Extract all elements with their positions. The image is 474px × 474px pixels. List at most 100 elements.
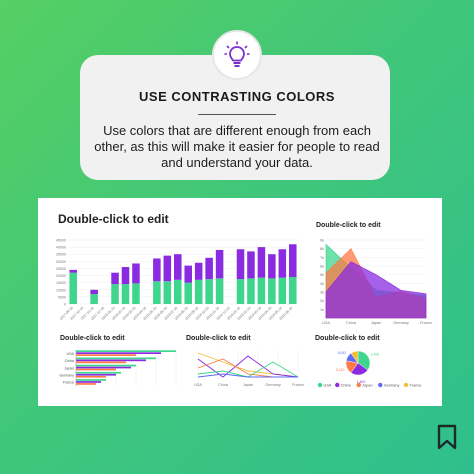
- x-tick-label: USA: [322, 321, 330, 325]
- bar-segment: [257, 277, 266, 304]
- hbar: [76, 359, 146, 362]
- hbar: [76, 366, 131, 369]
- legend-label: China: [341, 383, 352, 387]
- tip-body: Use colors that are different enough fro…: [94, 123, 380, 170]
- y-tick-label: USA: [67, 352, 75, 356]
- y-tick-label: Germany: [59, 374, 74, 378]
- bar-segment: [132, 263, 140, 284]
- bar-segment: [184, 282, 192, 304]
- y-tick-label: 9k: [320, 239, 324, 243]
- y-tick-label: 0: [64, 303, 66, 307]
- bar-segment: [111, 284, 119, 304]
- hbar: [76, 375, 106, 378]
- y-tick-label: 4k: [320, 282, 324, 286]
- bar-segment: [205, 279, 213, 304]
- y-tick-label: 45000: [56, 239, 66, 243]
- y-tick-label: 20000: [56, 274, 66, 278]
- bar-segment: [90, 294, 98, 304]
- bar-segment: [278, 277, 287, 304]
- legend-swatch: [403, 382, 409, 388]
- line-series: [197, 355, 299, 378]
- chart-title-pie[interactable]: Double-click to edit: [315, 335, 380, 342]
- line-series: [197, 373, 298, 378]
- bar-segment: [268, 278, 276, 304]
- bar-segment: [163, 255, 172, 282]
- hbar: [76, 361, 126, 364]
- hbar: [76, 379, 106, 381]
- bar-segment: [289, 244, 297, 277]
- bar-segment: [153, 281, 161, 304]
- x-tick-label: China: [346, 321, 357, 325]
- lightbulb-icon: [224, 41, 250, 67]
- chart-title-area[interactable]: Double-click to edit: [316, 222, 381, 229]
- bar-segment: [90, 289, 98, 295]
- hbar: [76, 357, 156, 360]
- hbar: [76, 371, 121, 374]
- hbar: [76, 381, 101, 383]
- chart-title-stacked-bar[interactable]: Double-click to edit: [58, 212, 169, 226]
- bar-segment: [111, 272, 119, 285]
- y-tick-label: 2k: [320, 299, 324, 303]
- bar-segment: [247, 251, 255, 279]
- hbar: [76, 383, 96, 385]
- line-series: [197, 352, 299, 378]
- bar-segment: [257, 247, 266, 278]
- bar-segment: [69, 269, 77, 273]
- y-tick-label: France: [63, 381, 74, 385]
- x-tick-label: Japan: [371, 321, 381, 325]
- bar-segment: [236, 279, 245, 304]
- tip-icon-badge: [212, 30, 262, 80]
- y-tick-label: 10000: [56, 288, 66, 292]
- y-tick-label: Japan: [64, 366, 74, 370]
- legend-label: France: [410, 383, 422, 387]
- legend-swatch: [378, 382, 383, 388]
- bar-segment: [194, 262, 203, 280]
- y-tick-label: 40000: [56, 246, 66, 250]
- bar-segment: [236, 249, 245, 280]
- x-tick-label: France: [420, 321, 432, 325]
- y-tick-label: 30000: [56, 260, 66, 264]
- x-tick-label: France: [292, 383, 304, 387]
- pie-slice: [357, 350, 371, 371]
- bar-segment: [247, 278, 255, 304]
- legend-label: USA: [324, 383, 332, 387]
- bar-segment: [184, 265, 192, 283]
- chart-title-line[interactable]: Double-click to edit: [186, 335, 251, 342]
- legend-label: Japan: [362, 383, 372, 387]
- bar-segment: [278, 249, 287, 278]
- pie-data-label: 1,400: [357, 380, 366, 384]
- bar-segment: [163, 281, 172, 304]
- bookmark-icon[interactable]: [437, 424, 457, 450]
- bar-segment: [205, 257, 213, 280]
- legend-swatch: [356, 382, 361, 388]
- hbar: [76, 352, 161, 354]
- tip-divider: [198, 114, 276, 115]
- pie-data-label: 5,110: [336, 368, 344, 372]
- hbar: [76, 373, 116, 376]
- legend-swatch: [335, 382, 340, 388]
- y-tick-label: China: [65, 359, 74, 363]
- bar-segment: [215, 249, 224, 279]
- legend-label: Germany: [384, 383, 400, 387]
- legend-swatch: [317, 382, 323, 388]
- bar-segment: [121, 267, 130, 285]
- bar-segment: [215, 278, 224, 304]
- y-tick-label: 8k: [320, 247, 324, 251]
- bar-segment: [268, 254, 276, 279]
- x-tick-label: Germany: [393, 321, 409, 325]
- x-tick-label: Germany: [265, 383, 281, 387]
- chart-title-hbar[interactable]: Double-click to edit: [60, 335, 125, 342]
- y-tick-label: 3k: [320, 291, 324, 295]
- x-tick-label: China: [218, 383, 229, 387]
- bar-segment: [121, 284, 130, 304]
- x-tick-label: USA: [194, 383, 202, 387]
- bar-segment: [153, 258, 161, 282]
- pie-data-label: 1,406: [371, 353, 380, 357]
- bar-segment: [174, 279, 182, 304]
- tip-title: USE CONTRASTING COLORS: [139, 89, 335, 104]
- hbar: [76, 364, 136, 367]
- y-tick-label: 6k: [320, 265, 324, 269]
- y-tick-label: 7k: [320, 256, 324, 260]
- hbar: [76, 354, 136, 356]
